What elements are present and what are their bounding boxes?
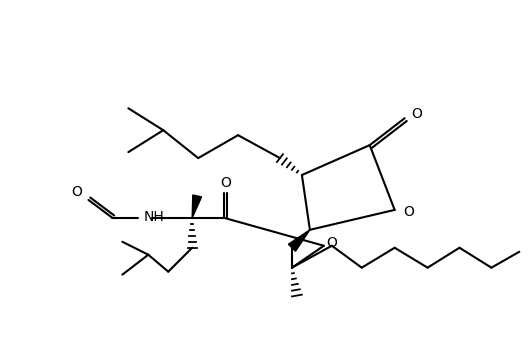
Text: O: O bbox=[71, 185, 82, 199]
Polygon shape bbox=[288, 230, 310, 251]
Text: O: O bbox=[411, 107, 422, 121]
Text: NH: NH bbox=[144, 210, 165, 224]
Text: O: O bbox=[326, 236, 337, 250]
Polygon shape bbox=[192, 195, 201, 218]
Text: O: O bbox=[220, 176, 232, 190]
Text: O: O bbox=[403, 205, 414, 219]
